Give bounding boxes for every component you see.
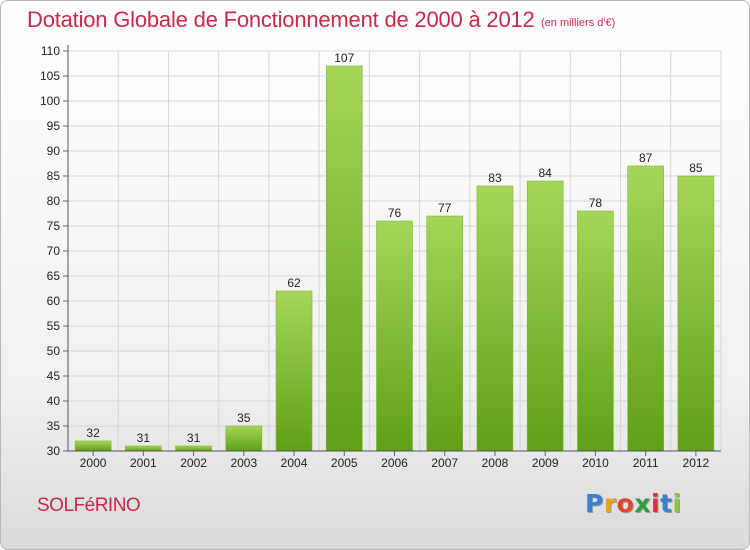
proxiti-logo: Proxiti bbox=[585, 489, 682, 518]
bars bbox=[74, 65, 715, 452]
x-tick-label-2010: 2010 bbox=[582, 456, 609, 470]
y-tick-label: 75 bbox=[47, 219, 61, 233]
data-label-2012: 85 bbox=[689, 161, 703, 175]
bar-2002 bbox=[175, 445, 212, 452]
x-tick-label-2011: 2011 bbox=[633, 456, 659, 470]
data-label-2004: 62 bbox=[287, 276, 301, 290]
value-labels: 32 31 31 35 62 107 76 77 83 84 78 87 85 bbox=[86, 51, 702, 445]
bar-2007 bbox=[426, 215, 464, 452]
x-tick-label-2000: 2000 bbox=[80, 456, 107, 470]
x-tick-label-2005: 2005 bbox=[331, 456, 358, 470]
bar-chart: 32 31 31 35 62 107 76 77 83 84 78 87 85 30 35 40 45 50 55… bbox=[40, 44, 722, 470]
data-label-2007: 77 bbox=[438, 201, 452, 215]
data-label-2003: 35 bbox=[237, 411, 251, 425]
commune-name: SOLFéRINO bbox=[37, 495, 141, 516]
bar-2004 bbox=[275, 290, 313, 452]
data-label-2002: 31 bbox=[187, 431, 201, 445]
bar-2005 bbox=[325, 65, 363, 452]
bar-2001 bbox=[125, 445, 162, 452]
logo-letter: i bbox=[651, 489, 661, 518]
y-tick-label: 40 bbox=[47, 394, 61, 408]
y-tick-label: 50 bbox=[47, 344, 61, 358]
logo-letter: i bbox=[672, 489, 682, 518]
bar-2008 bbox=[476, 185, 514, 452]
bar-2006 bbox=[376, 220, 413, 452]
y-tick-label: 85 bbox=[47, 169, 61, 183]
chart-title: Dotation Globale de Fonctionnement de 20… bbox=[27, 7, 535, 32]
x-tick-label-2012: 2012 bbox=[683, 456, 710, 470]
axes: 30 35 40 45 50 55 60 65 70 75 80 85 90 95 100 105 110 200… bbox=[40, 44, 721, 470]
bar-2003 bbox=[225, 425, 263, 452]
y-tick-label: 105 bbox=[40, 69, 60, 83]
data-label-2011: 87 bbox=[639, 151, 653, 165]
data-label-2000: 32 bbox=[86, 426, 100, 440]
data-label-2009: 84 bbox=[539, 166, 553, 180]
bar-2010 bbox=[577, 210, 614, 452]
data-label-2010: 78 bbox=[589, 196, 603, 210]
x-tick-label-2009: 2009 bbox=[532, 456, 559, 470]
bar-2000 bbox=[74, 440, 112, 452]
chart-subtitle: (en milliers d'€) bbox=[541, 17, 616, 29]
y-tick-label: 70 bbox=[47, 244, 61, 258]
data-label-2006: 76 bbox=[388, 206, 402, 220]
logo-letter: P bbox=[585, 489, 604, 518]
bar-2012 bbox=[677, 175, 715, 452]
x-tick-label-2008: 2008 bbox=[482, 456, 509, 470]
y-tick-label: 100 bbox=[40, 94, 60, 108]
logo-letter: r bbox=[603, 489, 617, 518]
logo-letter: t bbox=[660, 489, 673, 518]
x-tick-label-2003: 2003 bbox=[230, 456, 257, 470]
logo-letter: x bbox=[634, 489, 651, 518]
y-tick-label: 45 bbox=[47, 369, 61, 383]
bar-2011 bbox=[627, 165, 664, 452]
x-tick-label-2007: 2007 bbox=[431, 456, 458, 470]
y-tick-label: 80 bbox=[47, 194, 61, 208]
y-tick-label: 95 bbox=[47, 119, 61, 133]
x-tick-label-2002: 2002 bbox=[180, 456, 207, 470]
bar-2009 bbox=[526, 180, 564, 452]
data-label-2001: 31 bbox=[137, 431, 151, 445]
y-tick-label: 65 bbox=[47, 269, 61, 283]
data-label-2008: 83 bbox=[488, 171, 502, 185]
x-tick-label-2004: 2004 bbox=[281, 456, 308, 470]
y-tick-label: 35 bbox=[47, 419, 61, 433]
logo-letter: o bbox=[616, 489, 635, 518]
y-tick-label: 55 bbox=[47, 319, 61, 333]
y-tick-label: 30 bbox=[47, 444, 61, 458]
y-tick-label: 90 bbox=[47, 144, 61, 158]
y-tick-label: 110 bbox=[41, 44, 60, 58]
data-label-2005: 107 bbox=[334, 51, 354, 65]
y-tick-label: 60 bbox=[47, 294, 61, 308]
x-tick-label-2006: 2006 bbox=[381, 456, 408, 470]
x-tick-label-2001: 2001 bbox=[130, 456, 157, 470]
